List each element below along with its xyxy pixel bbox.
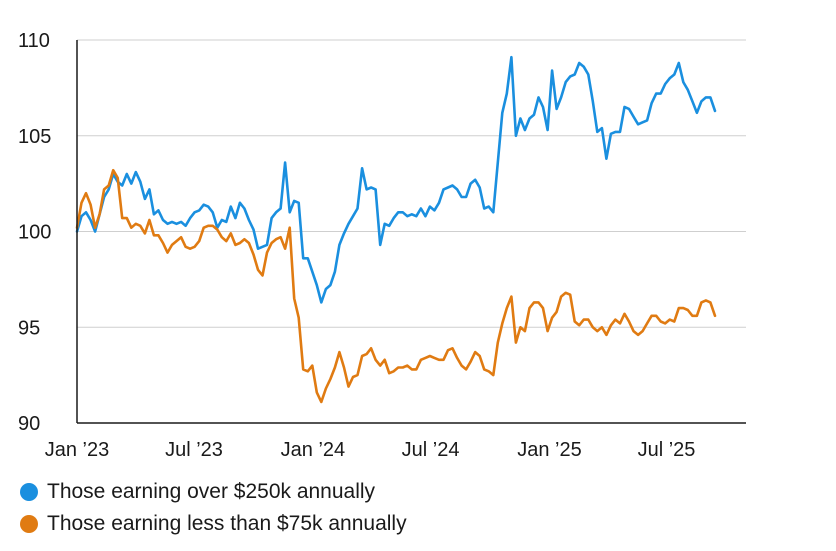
x-axis — [76, 40, 746, 424]
x-tick-label-0: Jan ’23 — [45, 439, 110, 461]
x-tick-label-3: Jul ’24 — [402, 439, 460, 461]
chart-area: 110 105 100 95 90 Jan ’23 Jul ’23 Jan ’24 Jul ’… — [18, 30, 746, 461]
x-tick-label-2: Jan ’24 — [281, 439, 346, 461]
y-tick-label-100: 100 — [18, 222, 51, 244]
legend-label-high-income: Those earning over $250k annually — [47, 480, 376, 503]
x-tick-label-5: Jul ’25 — [638, 439, 696, 461]
line-chart: 110 105 100 95 90 Jan ’23 Jul ’23 Jan ’24 Jul ’… — [18, 30, 746, 461]
series-line-0 — [75, 55, 717, 304]
y-axis-ticks: 110 105 100 95 90 — [18, 30, 51, 435]
gridlines — [77, 39, 746, 328]
x-tick-label-1: Jul ’23 — [165, 439, 223, 461]
y-tick-label-90: 90 — [18, 413, 40, 435]
y-tick-label-110: 110 — [18, 30, 50, 52]
legend-label-low-income: Those earning less than $75k annually — [47, 512, 407, 535]
y-tick-label-95: 95 — [18, 317, 40, 339]
legend-item-low-income: Those earning less than $75k annually — [20, 508, 820, 540]
legend: Those earning over $250k annually Those … — [20, 476, 820, 540]
x-axis-ticks: Jan ’23 Jul ’23 Jan ’24 Jul ’24 Jan ’25 Jul ’… — [45, 439, 696, 461]
y-tick-label-105: 105 — [18, 126, 51, 148]
legend-swatch-high-income — [20, 483, 38, 501]
series-line-1 — [75, 168, 717, 404]
legend-swatch-low-income — [20, 515, 38, 533]
legend-item-high-income: Those earning over $250k annually — [20, 476, 820, 508]
series-lines — [75, 55, 717, 404]
x-tick-label-4: Jan ’25 — [517, 439, 582, 461]
